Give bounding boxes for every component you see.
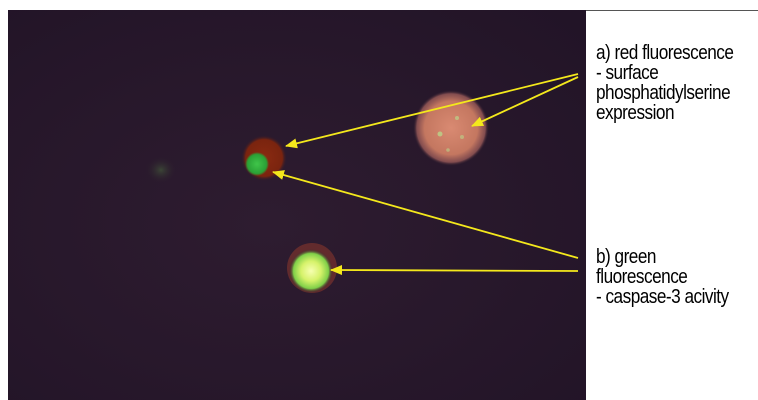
annotation-b-line-1: b) green [596,246,656,268]
annotation-b-line-2: fluorescence [596,266,688,288]
annotation-a-line-3: phosphatidylserine [596,82,731,104]
arrow-to-large-red-cell [471,76,579,127]
arrows [272,73,579,276]
micrograph-background [8,10,586,400]
red-green-cell [241,135,287,181]
annotation-a-line-4: expression [596,102,675,124]
annotation-b-line-3: - caspase-3 acivity [596,286,729,308]
arrow-to-green-spot [272,170,579,259]
arrow-to-bright-green-cell [330,265,579,276]
large-red-cell [413,90,489,166]
bright-green-cell [287,243,337,293]
arrow-to-red-green-cell [285,73,579,149]
annotation-red-fluorescence: a) red fluorescence - surface phosphatid… [596,42,734,124]
annotation-a-line-2: - surface [596,62,659,84]
annotation-green-fluorescence: b) green fluorescence - caspase-3 acivit… [596,247,729,307]
annotation-a-line-1: a) red fluorescence [596,42,734,64]
faint-green-cell [145,156,177,184]
